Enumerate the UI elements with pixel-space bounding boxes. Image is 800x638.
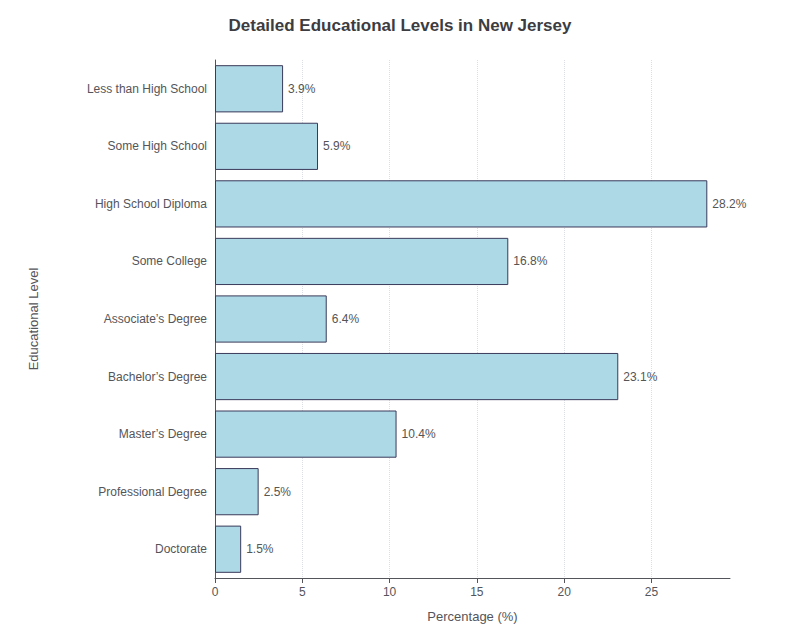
svg-text:2.5%: 2.5% xyxy=(264,485,292,499)
svg-text:Less than High School: Less than High School xyxy=(87,82,207,96)
svg-text:10: 10 xyxy=(383,585,397,599)
svg-text:Some College: Some College xyxy=(132,254,208,268)
svg-text:25: 25 xyxy=(645,585,659,599)
svg-text:10.4%: 10.4% xyxy=(402,427,436,441)
svg-text:23.1%: 23.1% xyxy=(623,370,657,384)
svg-text:Percentage (%): Percentage (%) xyxy=(427,609,517,624)
svg-text:16.8%: 16.8% xyxy=(513,254,547,268)
svg-text:Master’s Degree: Master’s Degree xyxy=(119,427,208,441)
svg-text:3.9%: 3.9% xyxy=(288,82,316,96)
svg-text:5: 5 xyxy=(299,585,306,599)
svg-text:Doctorate: Doctorate xyxy=(155,542,207,556)
svg-text:6.4%: 6.4% xyxy=(332,312,360,326)
svg-text:20: 20 xyxy=(557,585,571,599)
svg-text:Educational Level: Educational Level xyxy=(26,268,41,371)
svg-text:5.9%: 5.9% xyxy=(323,139,351,153)
svg-text:Detailed Educational Levels in: Detailed Educational Levels in New Jerse… xyxy=(229,16,573,35)
svg-text:Bachelor’s Degree: Bachelor’s Degree xyxy=(108,370,207,384)
svg-text:0: 0 xyxy=(212,585,219,599)
svg-text:15: 15 xyxy=(470,585,484,599)
svg-text:1.5%: 1.5% xyxy=(246,542,274,556)
svg-text:28.2%: 28.2% xyxy=(712,197,746,211)
svg-text:Associate’s Degree: Associate’s Degree xyxy=(104,312,207,326)
svg-text:Professional Degree: Professional Degree xyxy=(98,485,207,499)
svg-text:High School Diploma: High School Diploma xyxy=(95,197,207,211)
svg-text:Some High School: Some High School xyxy=(108,139,207,153)
